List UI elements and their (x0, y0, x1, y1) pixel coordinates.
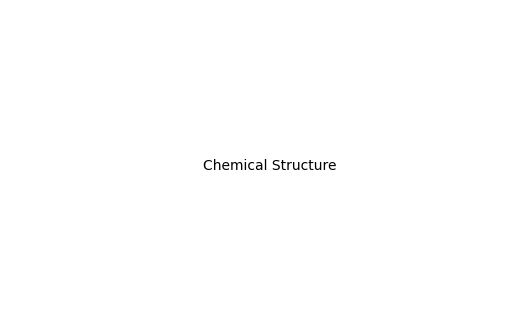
Text: Chemical Structure: Chemical Structure (203, 159, 337, 173)
